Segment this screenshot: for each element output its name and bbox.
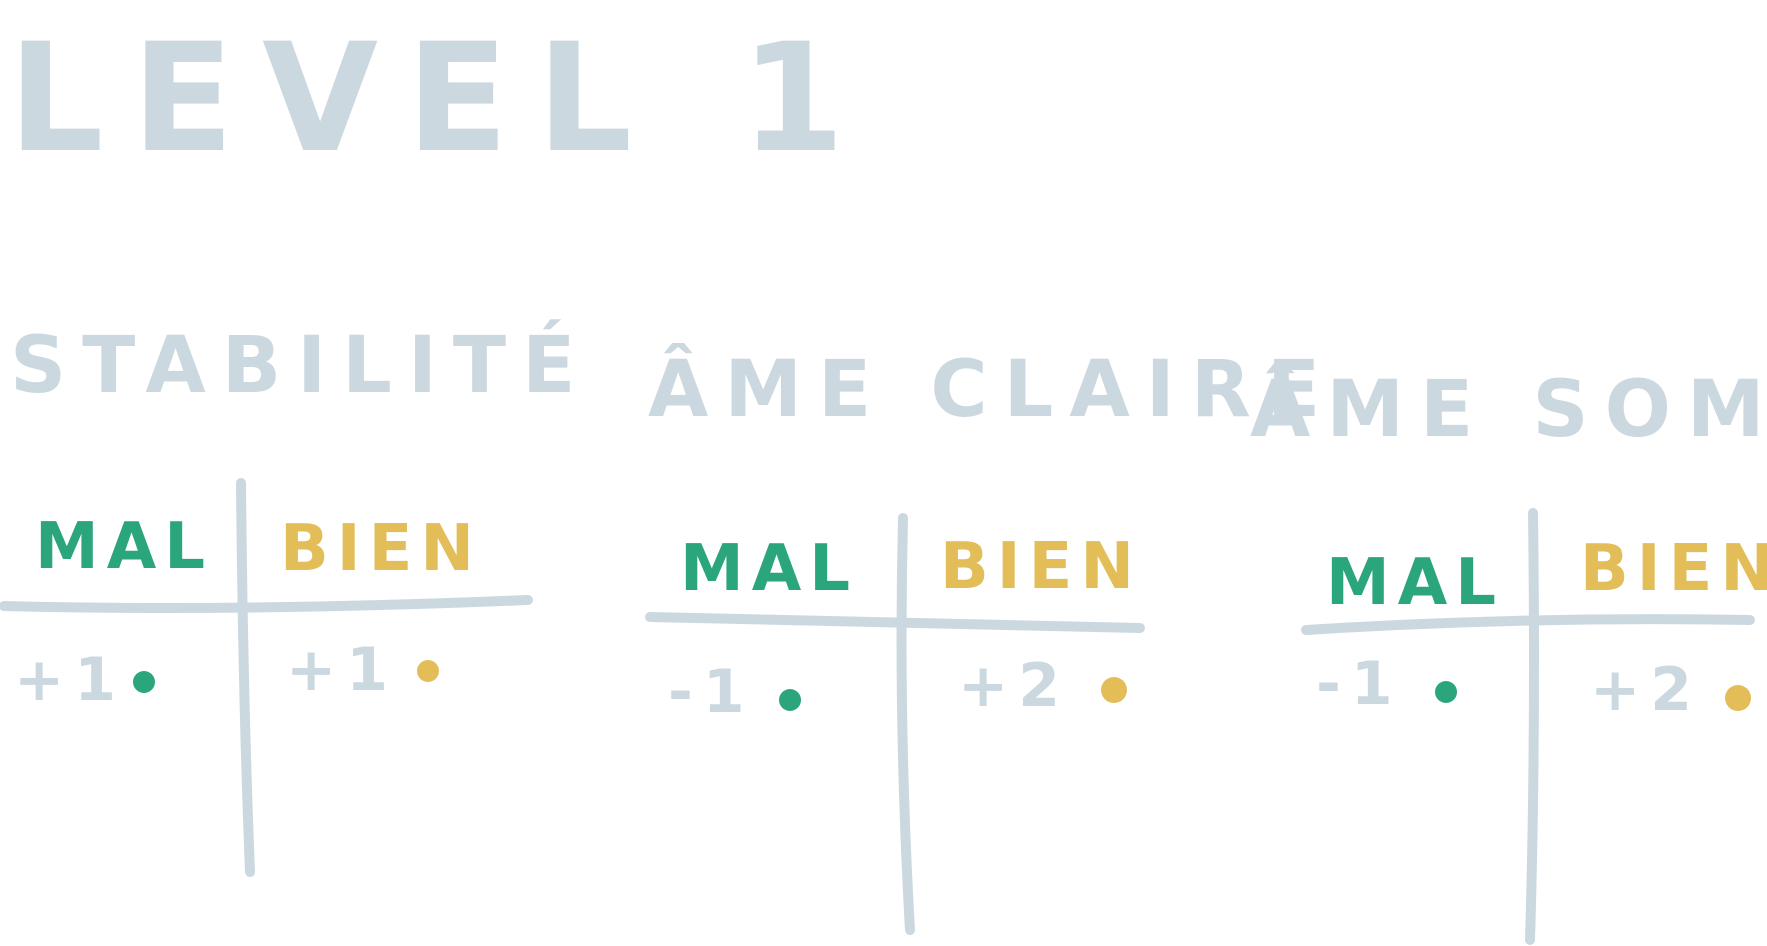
bien-column-label: BIEN bbox=[940, 530, 1142, 604]
yellow-point-icon bbox=[417, 660, 439, 682]
mal-score: -1 bbox=[1316, 649, 1403, 719]
category-label-ame-claire: ÂME CLAIRE bbox=[648, 343, 1336, 435]
category-label-stabilite: STABILITÉ bbox=[10, 319, 591, 411]
mal-column-label: MAL bbox=[680, 532, 858, 606]
bien-column-label: BIEN bbox=[1580, 532, 1767, 606]
table-ame-claire: ÂME CLAIRE MAL BIEN -1 +2 bbox=[645, 343, 1336, 935]
mal-score: +1 bbox=[14, 645, 126, 715]
table-horizontal-line bbox=[0, 595, 533, 613]
level-title: LEVEL 1 bbox=[8, 12, 873, 186]
table-vertical-line bbox=[1525, 508, 1539, 945]
table-vertical-line bbox=[896, 513, 915, 935]
bien-score: +1 bbox=[286, 635, 398, 705]
bien-score: +2 bbox=[1590, 655, 1702, 725]
table-ame-sombre: ÂME SOMBRE MAL BIEN -1 +2 bbox=[1250, 363, 1767, 945]
green-point-icon bbox=[133, 671, 155, 693]
green-point-icon bbox=[1435, 681, 1457, 703]
table-stabilite: STABILITÉ MAL BIEN +1 +1 bbox=[0, 319, 591, 877]
mal-score: -1 bbox=[668, 657, 755, 727]
table-vertical-line bbox=[236, 478, 255, 877]
yellow-point-icon bbox=[1101, 677, 1127, 703]
bien-column-label: BIEN bbox=[280, 512, 482, 586]
mal-column-label: MAL bbox=[1326, 546, 1504, 620]
table-horizontal-line bbox=[645, 612, 1145, 633]
green-point-icon bbox=[779, 689, 801, 711]
mal-column-label: MAL bbox=[35, 510, 213, 584]
category-label-ame-sombre: ÂME SOMBRE bbox=[1250, 363, 1767, 455]
table-horizontal-line bbox=[1301, 614, 1755, 635]
yellow-point-icon bbox=[1725, 685, 1751, 711]
bien-score: +2 bbox=[958, 651, 1070, 721]
